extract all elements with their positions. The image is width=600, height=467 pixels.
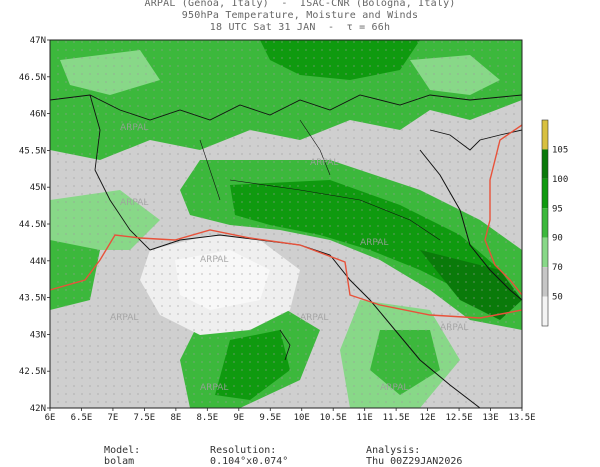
lat-label: 45N xyxy=(30,183,46,193)
watermark: ARPAL xyxy=(120,123,148,133)
analysis-label: Analysis: xyxy=(366,445,421,456)
legend-swatch xyxy=(542,267,548,297)
model-label: Model: xyxy=(104,445,141,456)
axis-labels: 6E 6.5E 7E 7.5E 8E 8.5E 9E 9.5E 10E 10.5E 11E 11.5E… xyxy=(19,36,536,423)
legend-swatch xyxy=(542,149,548,179)
lon-label: 8E xyxy=(170,413,181,423)
analysis-info: Analysis: Thu 00Z29JAN2026 xyxy=(354,434,462,467)
lon-label: 11E xyxy=(357,413,373,423)
watermark: ARPAL xyxy=(310,158,338,168)
lat-label: 46.5N xyxy=(19,73,46,83)
legend-swatch xyxy=(542,208,548,238)
watermark: ARPAL xyxy=(380,383,408,393)
header-institutions: ARPAL (Genoa, Italy) - ISAC-CNR (Bologna… xyxy=(144,0,456,9)
lat-label: 45.5N xyxy=(19,146,46,156)
watermark: ARPAL xyxy=(110,313,138,323)
legend-label: 90 xyxy=(552,234,563,244)
lon-label: 12E xyxy=(419,413,435,423)
legend-label: 70 xyxy=(552,263,563,273)
lat-label: 43.5N xyxy=(19,294,46,304)
lon-label: 6.5E xyxy=(71,413,93,423)
legend-swatch xyxy=(542,296,548,326)
color-legend: 105 100 95 90 70 50 xyxy=(541,119,568,327)
lon-label: 9.5E xyxy=(259,413,281,423)
lon-label: 11.5E xyxy=(383,413,410,423)
lat-label: 46N xyxy=(30,110,46,120)
model-value: bolam xyxy=(104,456,135,467)
watermark: ARPAL xyxy=(200,383,228,393)
lat-label: 42N xyxy=(30,404,46,414)
resolution-label: Resolution: xyxy=(210,445,277,456)
lon-label: 10.5E xyxy=(320,413,347,423)
watermark: ARPAL xyxy=(440,323,468,333)
lon-label: 12.5E xyxy=(446,413,473,423)
watermark: ARPAL xyxy=(300,313,328,323)
lon-label: 13.5E xyxy=(508,413,535,423)
resolution-info: Resolution: 0.104°x0.074° xyxy=(198,434,288,467)
model-info: Model: bolam xyxy=(92,434,140,467)
lon-label: 13E xyxy=(482,413,498,423)
legend-label: 105 xyxy=(552,145,568,155)
watermark: ARPAL xyxy=(200,255,228,265)
watermark: ARPAL xyxy=(360,238,388,248)
legend-swatch xyxy=(542,178,548,209)
lat-label: 43N xyxy=(30,330,46,340)
legend-label: 100 xyxy=(552,175,568,185)
legend-label: 50 xyxy=(552,293,563,303)
map-field: ARPAL ARPAL ARPAL ARPAL ARPAL ARPAL ARPA… xyxy=(50,40,522,408)
lat-label: 44N xyxy=(30,257,46,267)
legend-swatch xyxy=(542,120,548,150)
legend-swatch xyxy=(542,237,548,268)
lon-label: 6E xyxy=(45,413,56,423)
watermark: ARPAL xyxy=(120,198,148,208)
lat-label: 47N xyxy=(30,36,46,46)
resolution-value: 0.104°x0.074° xyxy=(210,456,289,467)
legend-border xyxy=(541,119,549,327)
watermark-group: ARPAL ARPAL ARPAL ARPAL ARPAL ARPAL ARPA… xyxy=(110,123,468,393)
header-valid-time: 18 UTC Sat 31 JAN - τ = 66h xyxy=(209,22,391,33)
lon-label: 7.5E xyxy=(134,413,156,423)
analysis-value: Thu 00Z29JAN2026 xyxy=(366,456,463,467)
weather-map: ARPAL ARPAL ARPAL ARPAL ARPAL ARPAL ARPA… xyxy=(19,36,568,423)
lat-label: 44.5N xyxy=(19,220,46,230)
lon-label: 9E xyxy=(233,413,244,423)
lon-label: 10E xyxy=(294,413,310,423)
legend-label: 95 xyxy=(552,204,563,214)
lon-label: 8.5E xyxy=(196,413,218,423)
lon-label: 7E xyxy=(108,413,119,423)
lat-label: 42.5N xyxy=(19,367,46,377)
header-product: 950hPa Temperature, Moisture and Winds xyxy=(181,10,419,21)
